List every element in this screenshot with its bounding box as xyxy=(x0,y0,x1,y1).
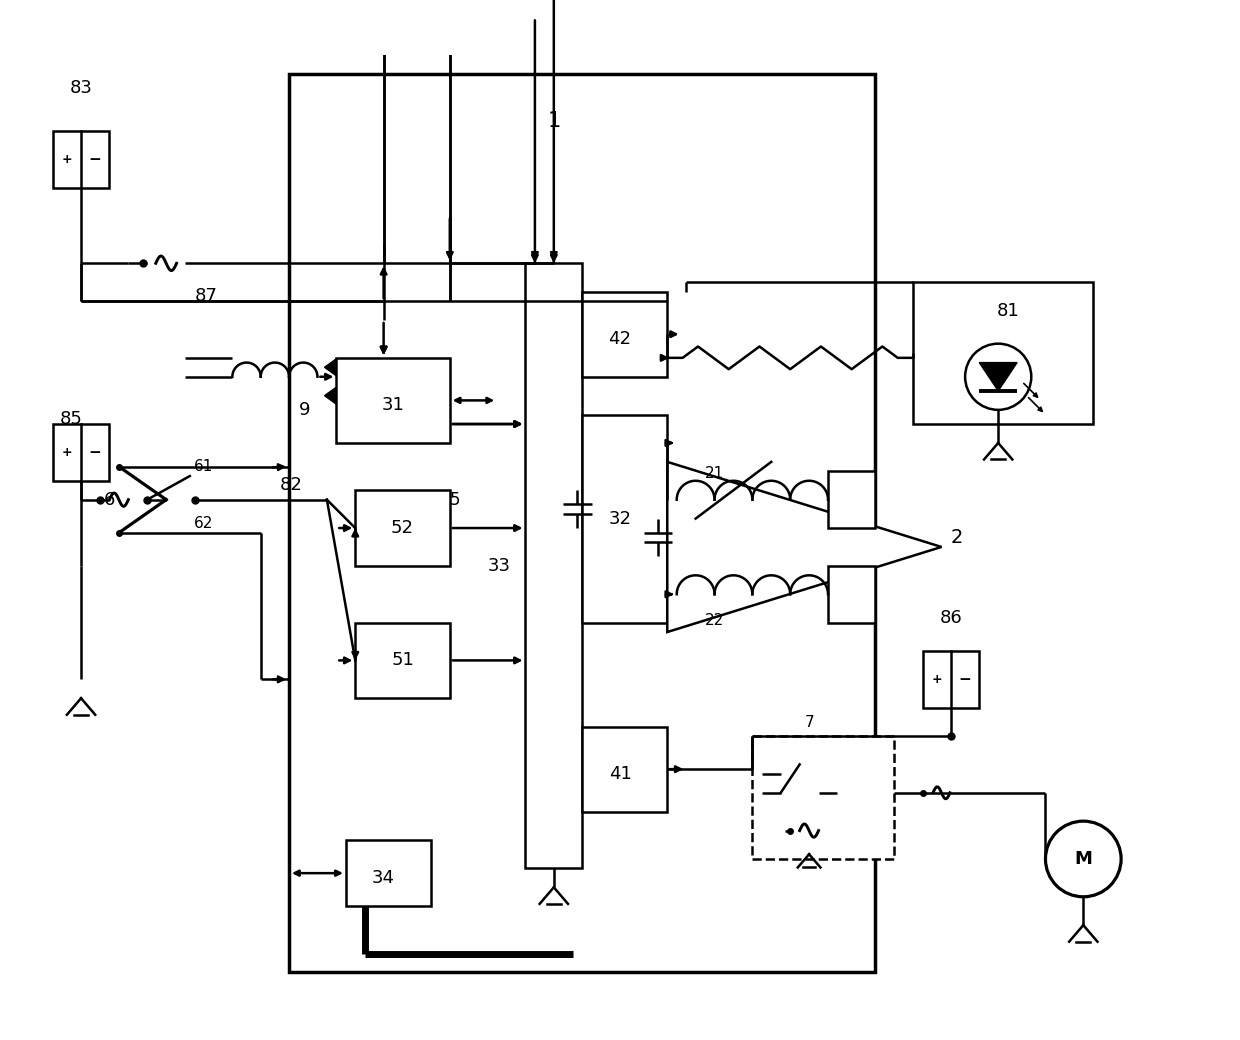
Text: 31: 31 xyxy=(382,396,404,414)
Text: 2: 2 xyxy=(951,528,963,547)
Text: M: M xyxy=(1074,850,1092,868)
Bar xyxy=(52,424,109,480)
Bar xyxy=(582,727,667,811)
Text: 83: 83 xyxy=(69,79,93,97)
Polygon shape xyxy=(325,387,348,405)
Text: −: − xyxy=(89,445,102,460)
Bar xyxy=(753,736,894,859)
Bar xyxy=(582,291,667,376)
Bar xyxy=(828,471,875,528)
Text: +: + xyxy=(931,673,942,685)
Text: −: − xyxy=(89,152,102,166)
Text: 51: 51 xyxy=(391,651,414,670)
Bar xyxy=(289,74,875,972)
Bar xyxy=(336,358,450,443)
Bar xyxy=(52,131,109,187)
Text: 86: 86 xyxy=(940,608,962,626)
Polygon shape xyxy=(325,359,348,375)
Text: 22: 22 xyxy=(706,614,724,628)
Bar xyxy=(913,282,1092,424)
Text: 34: 34 xyxy=(372,868,396,887)
Text: 5: 5 xyxy=(450,491,460,509)
Bar xyxy=(582,415,667,623)
Text: 9: 9 xyxy=(299,400,310,418)
Text: 85: 85 xyxy=(61,410,83,428)
Bar xyxy=(355,490,450,566)
Text: −: − xyxy=(959,672,971,686)
Text: 61: 61 xyxy=(195,460,213,474)
Bar xyxy=(923,651,980,707)
Polygon shape xyxy=(667,462,941,632)
Text: +: + xyxy=(62,153,72,165)
Text: 81: 81 xyxy=(996,302,1019,319)
Text: 42: 42 xyxy=(609,330,631,348)
Text: 6: 6 xyxy=(104,491,115,509)
Bar xyxy=(828,566,875,623)
Text: 32: 32 xyxy=(609,510,631,527)
Text: 21: 21 xyxy=(706,466,724,480)
Text: 33: 33 xyxy=(487,556,511,575)
Text: 82: 82 xyxy=(279,476,303,494)
Text: 52: 52 xyxy=(391,519,414,537)
Text: 1: 1 xyxy=(547,111,560,131)
Text: 7: 7 xyxy=(805,714,813,730)
Text: 87: 87 xyxy=(195,287,217,305)
Bar xyxy=(526,263,582,868)
Polygon shape xyxy=(980,363,1017,391)
Text: +: + xyxy=(62,446,72,459)
Bar xyxy=(346,840,430,906)
Text: 62: 62 xyxy=(195,516,213,531)
Text: 41: 41 xyxy=(609,764,631,783)
Bar xyxy=(355,623,450,698)
